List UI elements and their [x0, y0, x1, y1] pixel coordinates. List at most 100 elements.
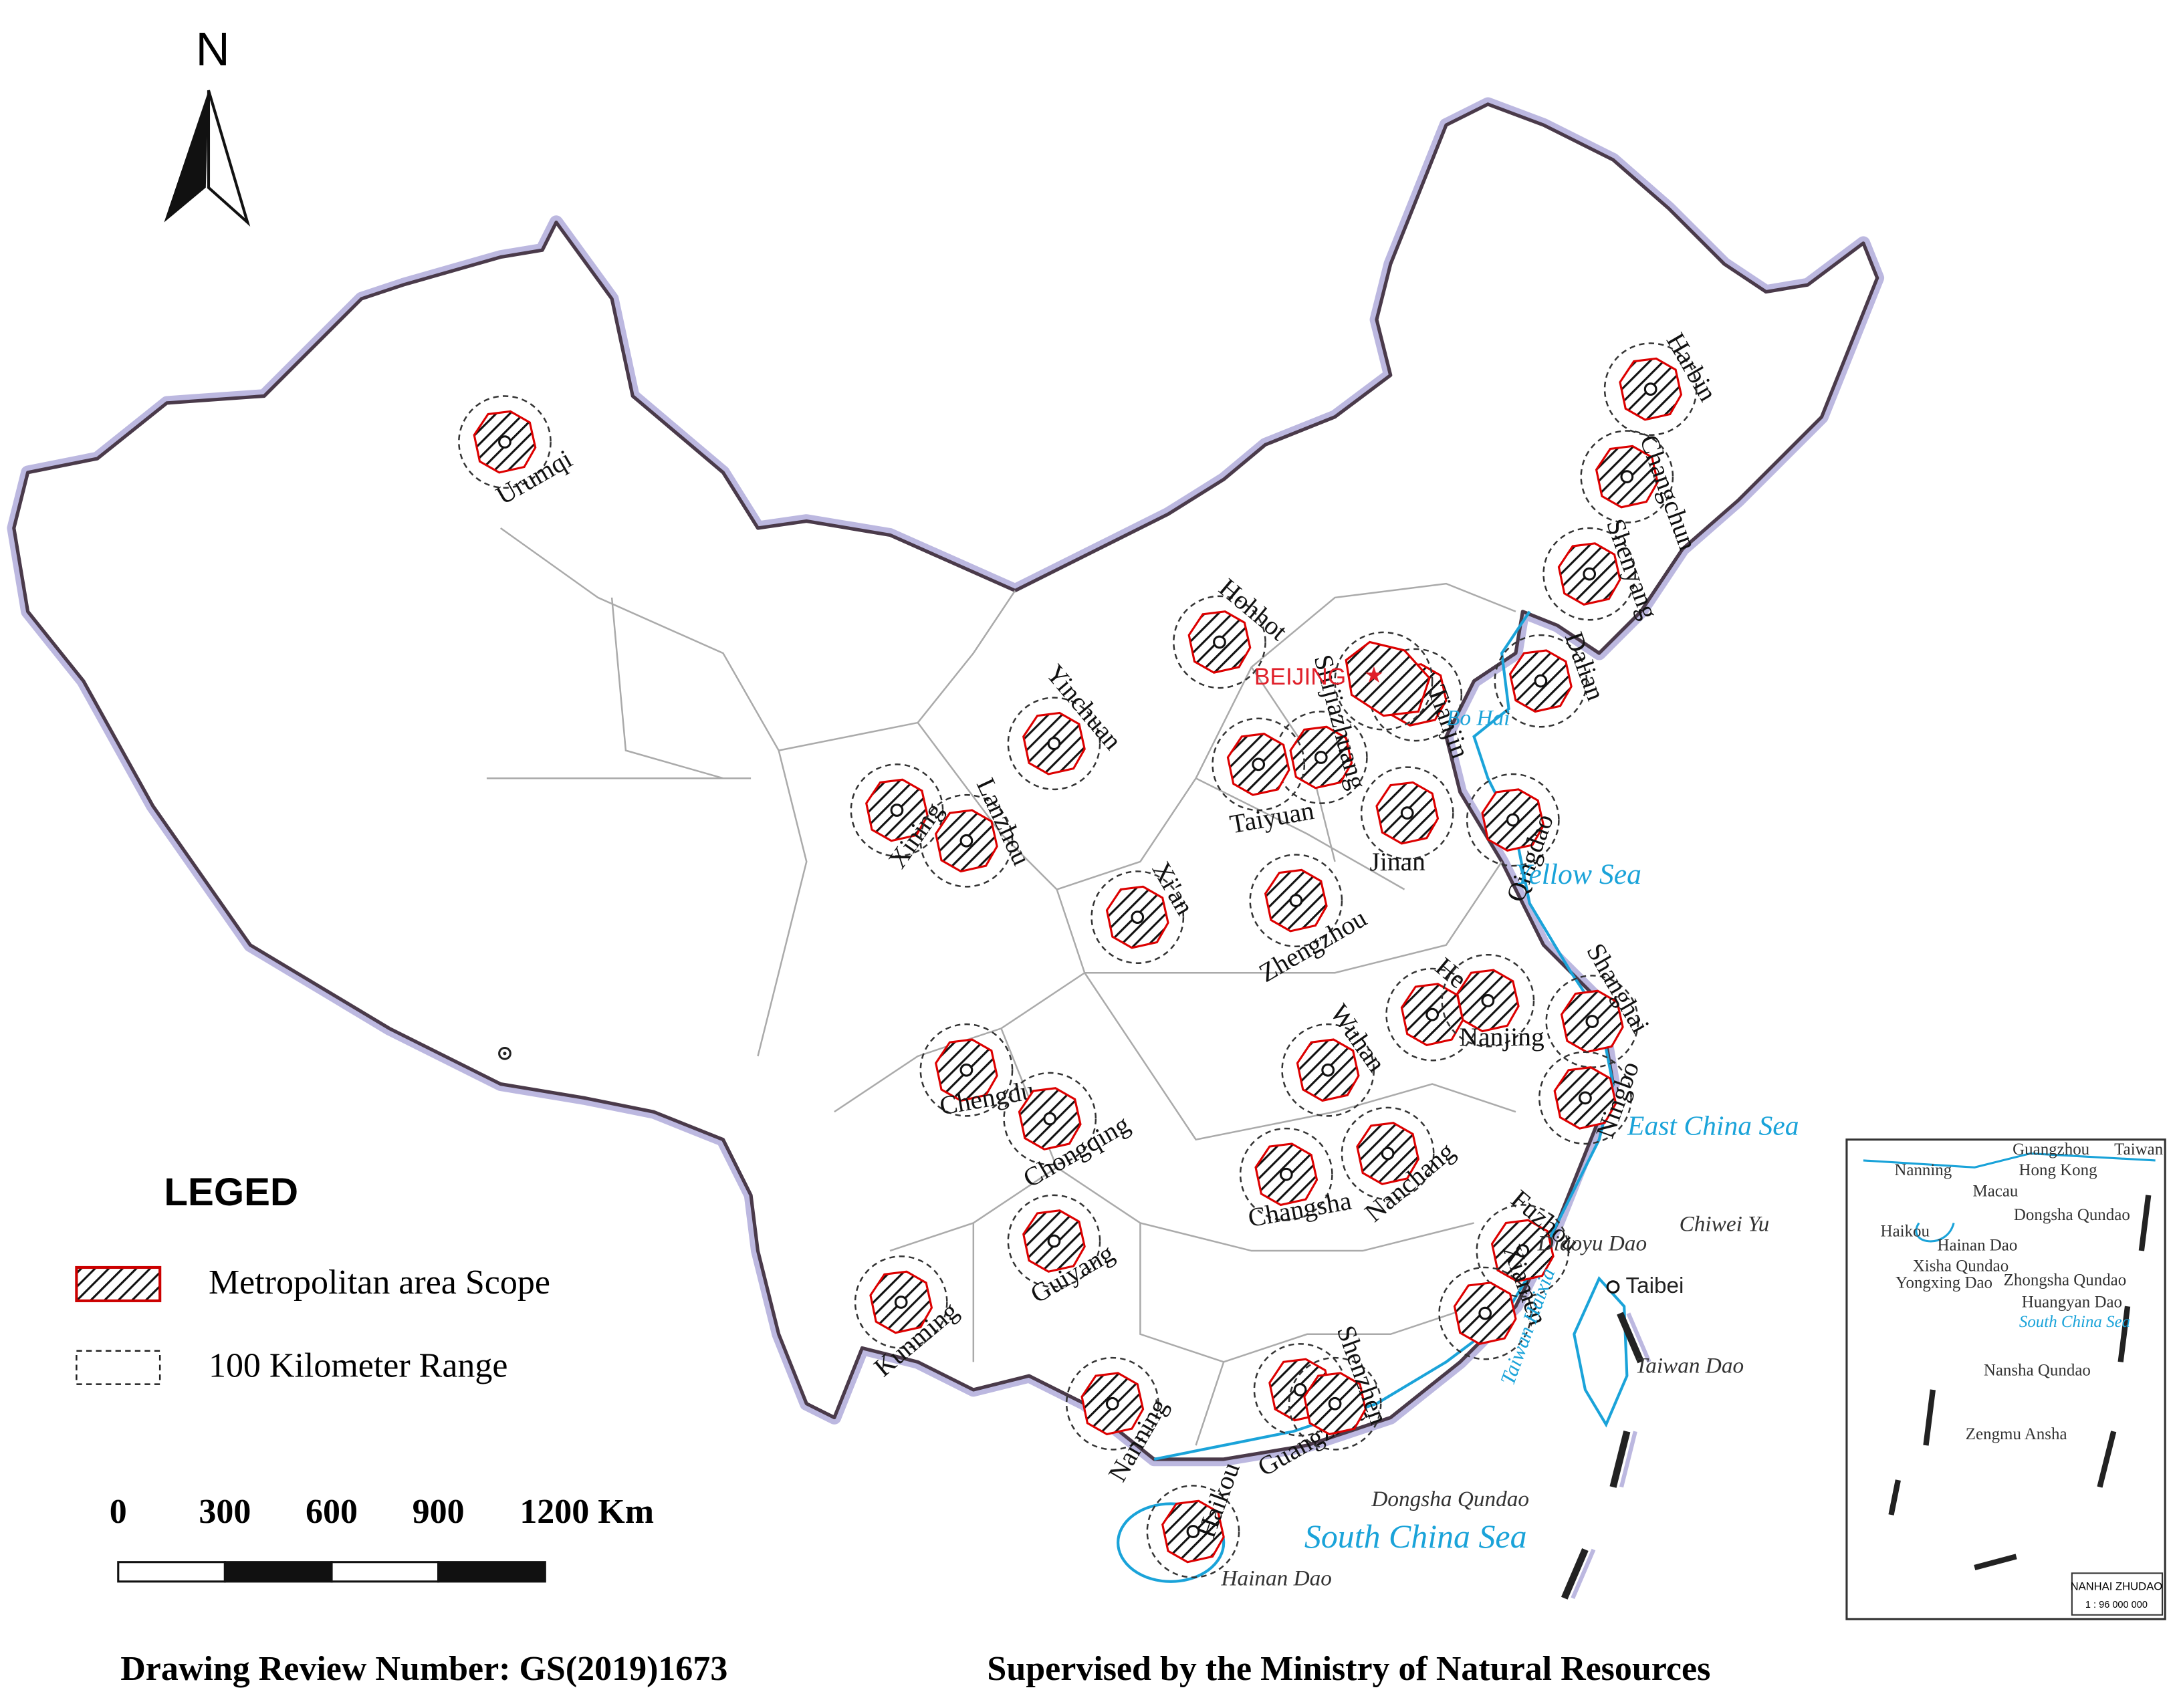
sea-label: East China Sea — [1627, 1110, 1799, 1141]
range-circle — [1007, 1194, 1101, 1288]
city-point — [1047, 1234, 1061, 1248]
inset-label: Macau — [1973, 1182, 2019, 1200]
city-point — [1425, 1007, 1440, 1021]
range-circle — [919, 1023, 1014, 1117]
inset-map: NANHAI ZHUDAO 1 : 96 000 000 Guangzhou Ta… — [1845, 1138, 2166, 1620]
city-point — [1381, 1146, 1395, 1161]
range-circle — [1249, 854, 1343, 947]
legend-item: 100 Kilometer Range — [209, 1347, 507, 1385]
city-point — [1606, 1280, 1620, 1294]
city-point — [1478, 1306, 1492, 1320]
city-point — [1481, 993, 1495, 1007]
scale-segment — [117, 1561, 226, 1583]
legend-item: Metropolitan area Scope — [209, 1263, 550, 1302]
scale-label: 600 — [306, 1493, 358, 1531]
range-circle — [1334, 631, 1433, 731]
inset-label: Zengmu Ansha — [1966, 1425, 2067, 1443]
metro-area: Ningbo — [1538, 1051, 1645, 1145]
range-circle — [1065, 1356, 1159, 1451]
metro-scope — [1345, 640, 1431, 717]
range-circle — [458, 395, 552, 489]
range-circle — [850, 763, 944, 857]
scale-segment — [223, 1561, 333, 1583]
scale-label: 1200 Km — [520, 1493, 654, 1531]
range-circle — [1476, 1204, 1570, 1298]
range-circle — [1542, 527, 1637, 621]
inset-label: Hong Kong — [2019, 1161, 2097, 1179]
range-circle — [1091, 870, 1185, 964]
city-label: Jinan — [1369, 847, 1425, 876]
range-circle — [1538, 1051, 1632, 1145]
inset-label: Dongsha Qundao — [2014, 1206, 2130, 1224]
footer-review: Drawing Review Number: GS(2019)1673 — [120, 1650, 727, 1688]
legend-title: LEGED — [164, 1171, 298, 1214]
north-arrow: N — [164, 23, 251, 227]
city-point — [1643, 382, 1657, 396]
island-label: Hainan Dao — [1221, 1566, 1332, 1590]
city-point — [959, 1063, 973, 1077]
city-point — [1585, 1015, 1599, 1028]
city-point — [1321, 1063, 1335, 1077]
inset-label: Nanning — [1894, 1161, 1952, 1179]
city-point — [890, 804, 904, 817]
island-label: Taiwan Dao — [1635, 1353, 1744, 1378]
range-circle — [1441, 953, 1535, 1048]
island-label: Diaoyu Dao — [1537, 1231, 1647, 1255]
inset-label: Nansha Qundao — [1984, 1362, 2091, 1380]
city-point — [1279, 1167, 1293, 1181]
scale-label: 300 — [199, 1493, 251, 1531]
city-label: Nanjing — [1460, 1022, 1544, 1052]
capital-label: BEIJING — [1254, 664, 1346, 690]
city-point — [1047, 737, 1061, 751]
city-point — [1293, 1383, 1307, 1396]
north-label: N — [196, 23, 230, 76]
range-circle — [1603, 342, 1698, 436]
city-point — [1328, 1396, 1342, 1411]
scale-bar: 0 300 600 900 1200 Km — [110, 1493, 654, 1583]
city-point — [1400, 806, 1414, 820]
range-circle — [1466, 773, 1560, 867]
inset-label: Zhongsha Qundao — [2004, 1271, 2127, 1289]
city-point — [1620, 470, 1634, 483]
range-circle — [854, 1255, 948, 1349]
range-circle — [1281, 1023, 1375, 1117]
city-point — [1131, 910, 1145, 924]
island-label: Dongsha Qundao — [1371, 1487, 1529, 1511]
city-point — [1105, 1396, 1119, 1411]
city-point — [1516, 1244, 1530, 1257]
city-point — [1289, 894, 1303, 908]
range-circle — [1360, 766, 1454, 860]
scale-segment — [437, 1561, 546, 1583]
inset-title: NANHAI ZHUDAO — [2071, 1580, 2163, 1593]
range-circle — [1239, 1127, 1333, 1221]
range-circle — [919, 794, 1014, 888]
island-label: Taibei — [1625, 1273, 1684, 1298]
inset-label: Guangzhou — [2013, 1140, 2090, 1158]
city-label: Haikou — [1191, 1459, 1246, 1542]
metro-area: Haikou — [1146, 1459, 1246, 1578]
inset-label: Haikou — [1881, 1223, 1930, 1241]
range-circle — [1288, 1356, 1382, 1451]
legend-swatch — [76, 1350, 161, 1385]
range-circle — [1438, 1266, 1532, 1360]
sea-label: South China Sea — [1304, 1518, 1527, 1555]
inset-label: Huangyan Dao — [2022, 1294, 2122, 1312]
range-circle — [1494, 634, 1588, 728]
inset-label: Yongxing Dao — [1896, 1274, 1992, 1292]
range-circle — [1341, 1106, 1435, 1201]
city-point — [1506, 813, 1520, 827]
metro-area: Jinan — [1360, 766, 1454, 876]
legend-swatch — [75, 1265, 162, 1302]
island-label: Chiwei Yu — [1680, 1211, 1770, 1236]
inset-label: Xisha Qundao — [1913, 1257, 2009, 1275]
range-circle — [1173, 595, 1266, 689]
city-point — [498, 435, 511, 449]
range-circle — [1003, 1072, 1097, 1166]
metro-area: Nanjing — [1441, 953, 1544, 1052]
inset-label: Hainan Dao — [1938, 1237, 2018, 1255]
city-point — [1583, 567, 1597, 581]
range-circle — [1212, 717, 1306, 812]
range-circle — [1274, 711, 1368, 804]
city-point — [1314, 751, 1328, 764]
